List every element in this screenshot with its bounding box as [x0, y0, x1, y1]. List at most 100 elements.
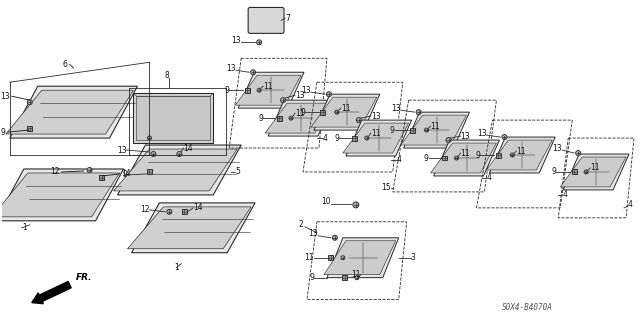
Polygon shape [431, 143, 497, 173]
Bar [572, 170, 577, 174]
Circle shape [167, 209, 172, 214]
Text: 9: 9 [424, 154, 429, 163]
Text: 13: 13 [301, 86, 311, 95]
Polygon shape [265, 103, 331, 133]
Text: 11: 11 [341, 104, 350, 113]
Polygon shape [131, 203, 255, 253]
Text: S0X4-B4070A: S0X4-B4070A [502, 303, 553, 312]
Text: 11: 11 [263, 82, 273, 91]
Polygon shape [346, 120, 412, 156]
Polygon shape [10, 86, 138, 138]
Text: 9: 9 [123, 171, 127, 180]
Bar [134, 93, 213, 143]
Polygon shape [127, 207, 251, 249]
Polygon shape [404, 112, 470, 148]
Circle shape [454, 156, 458, 160]
Text: 11: 11 [305, 253, 314, 262]
Bar [328, 255, 333, 260]
Text: 12: 12 [140, 205, 149, 214]
Text: 11: 11 [431, 122, 440, 131]
Circle shape [289, 116, 293, 120]
Polygon shape [0, 169, 124, 221]
Circle shape [280, 98, 285, 103]
Text: 11: 11 [295, 108, 305, 118]
Circle shape [257, 40, 262, 45]
Bar [410, 128, 415, 132]
Text: 5: 5 [235, 167, 240, 176]
Text: 4: 4 [323, 133, 328, 143]
Circle shape [416, 110, 421, 115]
Text: 13: 13 [295, 91, 305, 100]
Circle shape [356, 118, 362, 123]
Circle shape [147, 136, 152, 140]
Text: 9: 9 [258, 114, 263, 123]
Polygon shape [136, 96, 211, 140]
Text: 13: 13 [477, 129, 486, 138]
Polygon shape [238, 72, 304, 108]
Text: 14: 14 [183, 144, 193, 153]
Circle shape [353, 202, 359, 208]
Text: 2: 2 [298, 220, 303, 229]
Text: 15: 15 [381, 183, 391, 192]
Polygon shape [560, 157, 626, 187]
Text: 4: 4 [562, 190, 567, 199]
Text: 9: 9 [1, 128, 6, 137]
Text: 13: 13 [227, 64, 236, 73]
Text: 11: 11 [461, 148, 470, 157]
Text: 1: 1 [174, 263, 179, 272]
Circle shape [335, 110, 339, 114]
Polygon shape [563, 154, 629, 190]
Circle shape [365, 136, 369, 140]
Text: 9: 9 [309, 273, 314, 282]
Text: 4: 4 [486, 173, 492, 182]
Text: 11: 11 [371, 129, 380, 138]
Bar [442, 156, 447, 161]
Text: 12: 12 [50, 167, 60, 176]
Text: 13: 13 [391, 104, 401, 113]
Text: 3: 3 [411, 253, 415, 262]
Bar [28, 126, 32, 131]
Circle shape [502, 135, 507, 140]
Text: 10: 10 [321, 197, 331, 206]
Text: 9: 9 [390, 125, 395, 135]
Text: 9: 9 [334, 133, 339, 143]
Text: 13: 13 [232, 36, 241, 45]
Text: 6: 6 [63, 60, 68, 69]
Circle shape [576, 150, 580, 156]
Bar [276, 116, 282, 121]
Polygon shape [235, 75, 301, 105]
Text: 4: 4 [397, 156, 401, 164]
Circle shape [332, 235, 337, 240]
Text: 9: 9 [552, 167, 556, 176]
Bar [182, 209, 187, 214]
Polygon shape [311, 97, 377, 127]
Polygon shape [486, 140, 552, 170]
Circle shape [446, 138, 451, 142]
Text: 7: 7 [285, 14, 290, 23]
Circle shape [326, 92, 332, 97]
Polygon shape [268, 100, 334, 136]
Text: FR.: FR. [76, 273, 92, 282]
Circle shape [177, 152, 182, 156]
Text: 11: 11 [590, 164, 600, 172]
Text: 13: 13 [308, 229, 318, 238]
Circle shape [28, 100, 32, 105]
Text: 8: 8 [164, 71, 170, 80]
Text: 13: 13 [371, 112, 380, 121]
Polygon shape [113, 149, 237, 191]
Polygon shape [401, 115, 467, 145]
Text: 14: 14 [193, 204, 203, 212]
Polygon shape [6, 90, 134, 134]
Bar [321, 110, 325, 115]
Bar [353, 136, 357, 140]
FancyArrow shape [32, 282, 71, 304]
Circle shape [510, 153, 515, 157]
Polygon shape [490, 137, 556, 173]
Circle shape [257, 88, 261, 92]
Circle shape [151, 152, 156, 156]
Circle shape [424, 128, 429, 132]
Circle shape [251, 70, 255, 75]
Circle shape [355, 276, 359, 280]
Text: 14: 14 [122, 170, 131, 179]
Polygon shape [434, 140, 499, 176]
